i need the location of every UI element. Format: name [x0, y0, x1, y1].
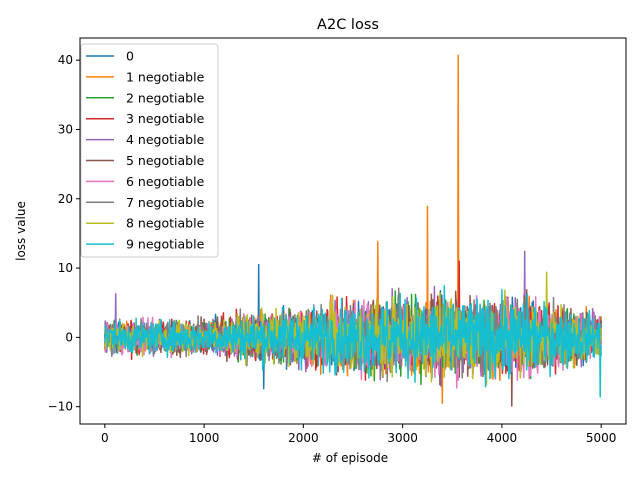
- legend-label: 5 negotiable: [126, 153, 205, 168]
- y-tick-label: 10: [58, 261, 73, 275]
- legend: 0 1 negotiable 2 negotiable 3 negotiable 4 n…: [80, 43, 219, 258]
- x-tick-label: 2000: [288, 431, 319, 445]
- series-line: [104, 285, 602, 398]
- x-tick-label: 0: [101, 431, 109, 445]
- x-axis-label: # of episode: [312, 451, 388, 465]
- x-tick-label: 5000: [586, 431, 617, 445]
- y-tick-label: 30: [58, 122, 73, 136]
- x-tick-label: 1000: [189, 431, 220, 445]
- chart-title: A2C loss: [317, 17, 379, 33]
- y-tick-label: 0: [65, 330, 73, 344]
- plot-lines: [104, 54, 602, 407]
- y-tick-label: −10: [48, 400, 73, 414]
- x-tick-label: 4000: [487, 431, 518, 445]
- legend-label: 9 negotiable: [126, 237, 205, 252]
- legend-label: 4 negotiable: [126, 132, 205, 147]
- y-tick-label: 40: [58, 53, 73, 67]
- plot-frame: [79, 37, 627, 425]
- legend-label: 1 negotiable: [126, 69, 205, 84]
- legend-label: 0: [126, 49, 134, 64]
- x-axis: 0 1000 2000 3000 4000 5000: [101, 424, 616, 445]
- legend-box: [80, 43, 219, 258]
- y-axis: −10 0 10 20 30 40: [48, 53, 80, 414]
- legend-label: 6 negotiable: [126, 174, 205, 189]
- legend-label: 8 negotiable: [126, 216, 205, 231]
- x-tick-label: 3000: [387, 431, 418, 445]
- y-axis-label: loss value: [14, 201, 28, 261]
- y-tick-label: 20: [58, 192, 73, 206]
- legend-label: 7 negotiable: [126, 195, 205, 210]
- legend-label: 2 negotiable: [126, 90, 205, 105]
- legend-label: 3 negotiable: [126, 111, 205, 126]
